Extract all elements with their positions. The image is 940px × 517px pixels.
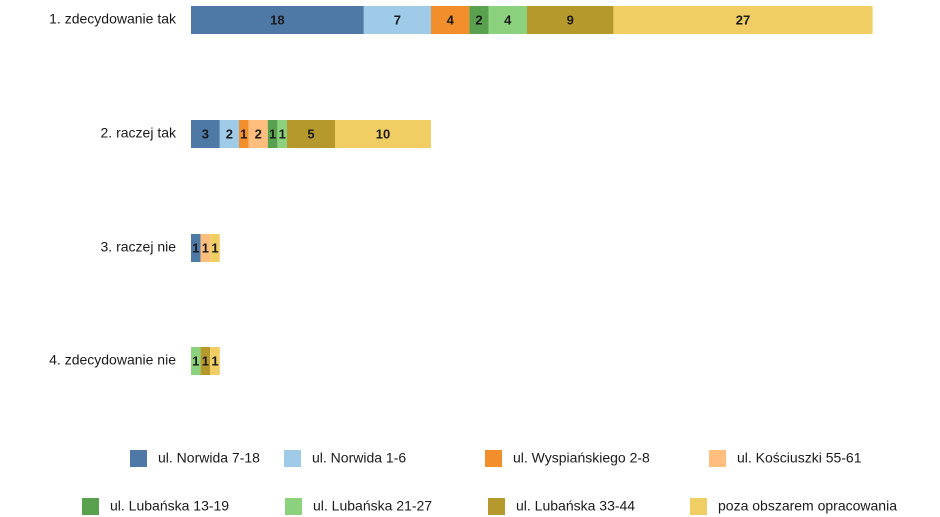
value-label: 2 xyxy=(255,126,262,141)
bar-segment xyxy=(200,347,211,375)
category-label: 1. zdecydowanie tak xyxy=(49,11,177,27)
legend-label: ul. Lubańska 21-27 xyxy=(313,498,432,514)
value-label: 4 xyxy=(447,12,455,27)
legend-swatch xyxy=(130,450,147,467)
legend-label: ul. Kościuszki 55-61 xyxy=(737,450,862,466)
legend-label: ul. Lubańska 33-44 xyxy=(516,498,635,514)
bar-segment xyxy=(469,6,489,34)
value-label: 4 xyxy=(504,12,512,27)
value-label: 1 xyxy=(202,240,209,255)
legend-swatch xyxy=(485,450,502,467)
legend-label: ul. Wyspiańskiego 2-8 xyxy=(513,450,650,466)
value-label: 5 xyxy=(307,126,314,141)
bar-segment xyxy=(363,6,431,34)
bar-segment xyxy=(191,6,364,34)
category-label: 2. raczej tak xyxy=(101,125,177,141)
value-label: 2 xyxy=(475,12,482,27)
value-label: 1 xyxy=(202,353,209,368)
legend-swatch xyxy=(690,498,707,515)
value-label: 9 xyxy=(567,12,574,27)
legend-label: ul. Norwida 1-6 xyxy=(312,450,406,466)
value-label: 27 xyxy=(736,12,750,27)
bar-segment xyxy=(527,6,614,34)
bar-segment xyxy=(210,347,220,375)
category-label: 4. zdecydowanie nie xyxy=(49,352,176,368)
value-label: 1 xyxy=(192,240,199,255)
value-label: 1 xyxy=(240,126,247,141)
legend-swatch xyxy=(284,450,301,467)
legend-label: poza obszarem opracowania xyxy=(718,498,897,514)
bar-segment xyxy=(200,234,211,262)
value-label: 3 xyxy=(202,126,209,141)
category-label: 3. raczej nie xyxy=(101,239,177,255)
legend-label: ul. Norwida 7-18 xyxy=(158,450,260,466)
bar-segment xyxy=(191,120,220,148)
value-label: 7 xyxy=(394,12,401,27)
bar-segment xyxy=(191,234,201,262)
bar-segment xyxy=(248,120,268,148)
legend-swatch xyxy=(285,498,302,515)
bar-segment xyxy=(239,120,249,148)
legend-label: ul. Lubańska 13-19 xyxy=(110,498,229,514)
bar-segment xyxy=(210,234,220,262)
bar-segment xyxy=(613,6,873,34)
bar-segment xyxy=(267,120,278,148)
value-label: 10 xyxy=(376,126,390,141)
bar-segment xyxy=(488,6,527,34)
bar-segment xyxy=(335,120,431,148)
value-label: 18 xyxy=(270,12,284,27)
value-label: 1 xyxy=(192,353,199,368)
bar-segment xyxy=(277,120,287,148)
bar-segment xyxy=(287,120,335,148)
value-label: 2 xyxy=(226,126,233,141)
value-label: 1 xyxy=(279,126,286,141)
bar-segment xyxy=(219,120,239,148)
legend-swatch xyxy=(488,498,505,515)
legend-swatch xyxy=(82,498,99,515)
value-label: 1 xyxy=(211,240,218,255)
legend-swatch xyxy=(709,450,726,467)
bar-segment xyxy=(431,6,470,34)
bar-segment xyxy=(191,347,201,375)
value-label: 1 xyxy=(269,126,276,141)
value-label: 1 xyxy=(211,353,218,368)
